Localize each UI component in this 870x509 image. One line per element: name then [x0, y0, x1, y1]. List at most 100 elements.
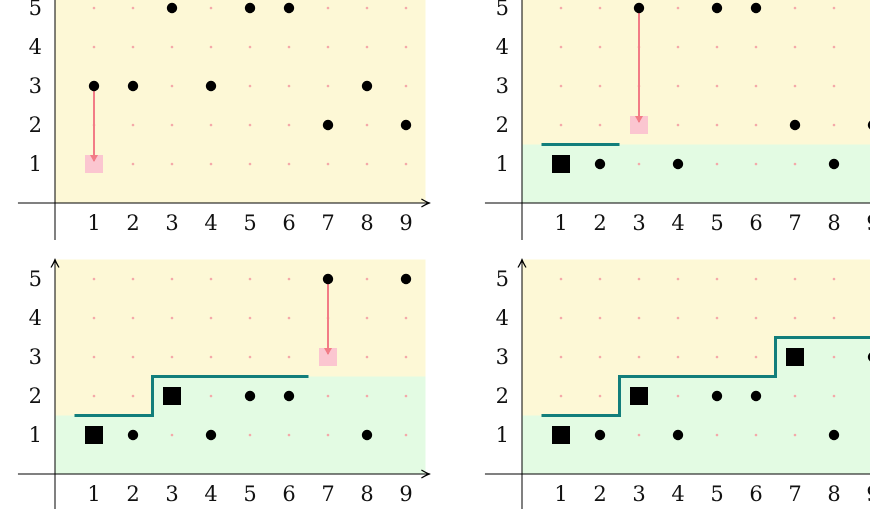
grid-dot — [676, 45, 680, 49]
upper-region — [55, 0, 426, 203]
grid-dot — [131, 394, 135, 398]
grid-dot — [131, 316, 135, 320]
y-tick-label: 2 — [496, 384, 509, 408]
grid-dot — [832, 6, 836, 10]
grid-dot — [131, 45, 135, 49]
x-tick-label: 1 — [554, 211, 567, 235]
target-square — [85, 155, 103, 173]
x-tick-label: 6 — [749, 211, 762, 235]
x-tick-label: 5 — [710, 211, 723, 235]
x-tick-label: 3 — [632, 482, 645, 506]
data-point — [400, 273, 412, 285]
grid-dot — [754, 433, 758, 437]
y-tick-label: 2 — [29, 113, 42, 137]
grid-dot — [209, 123, 213, 127]
grid-dot — [287, 355, 291, 359]
grid-dot — [170, 123, 174, 127]
data-point — [672, 158, 684, 170]
grid-dot — [287, 84, 291, 88]
grid-dot — [793, 433, 797, 437]
data-point — [322, 119, 334, 131]
grid-dot — [404, 162, 408, 166]
x-tick-label: 6 — [282, 482, 295, 506]
grid-dot — [287, 316, 291, 320]
grid-dot — [793, 84, 797, 88]
x-tick-label: 1 — [554, 482, 567, 506]
grid-dot — [832, 84, 836, 88]
grid-dot — [715, 162, 719, 166]
grid-dot — [637, 433, 641, 437]
grid-dot — [754, 355, 758, 359]
grid-dot — [793, 45, 797, 49]
x-tick-label: 2 — [126, 482, 139, 506]
grid-dot — [598, 394, 602, 398]
y-tick-label: 5 — [496, 0, 509, 20]
x-tick-label: 6 — [282, 211, 295, 235]
x-tick-label: 5 — [710, 482, 723, 506]
grid-dot — [92, 316, 96, 320]
grid-dot — [209, 45, 213, 49]
grid-dot — [287, 162, 291, 166]
grid-dot — [170, 162, 174, 166]
grid-dot — [92, 6, 96, 10]
diagram-panel-1: 1 2 3 4 5 6 7 8 9 1 2 3 4 5 — [17, 0, 429, 241]
x-tick-label: 7 — [788, 211, 801, 235]
data-point — [127, 80, 139, 92]
data-point — [361, 80, 373, 92]
x-tick-label: 2 — [126, 211, 139, 235]
data-point — [166, 2, 178, 14]
grid-dot — [559, 394, 563, 398]
grid-dot — [131, 123, 135, 127]
grid-dot — [248, 355, 252, 359]
y-tick-label: 2 — [496, 113, 509, 137]
x-tick-label: 2 — [593, 482, 606, 506]
x-tick-label: 5 — [243, 211, 256, 235]
data-point — [594, 429, 606, 441]
y-tick-label: 2 — [29, 384, 42, 408]
grid-dot — [170, 45, 174, 49]
grid-dot — [287, 45, 291, 49]
grid-dot — [170, 277, 174, 281]
data-point — [322, 273, 334, 285]
x-tick-label: 4 — [204, 211, 217, 235]
x-tick-label: 9 — [399, 482, 412, 506]
grid-dot — [793, 277, 797, 281]
grid-dot — [170, 84, 174, 88]
data-point — [594, 158, 606, 170]
data-point — [711, 2, 723, 14]
grid-dot — [832, 277, 836, 281]
x-tick-label: 3 — [632, 211, 645, 235]
grid-dot — [832, 123, 836, 127]
y-tick-label: 4 — [496, 306, 509, 330]
y-tick-label: 4 — [29, 35, 42, 59]
data-point — [400, 119, 412, 131]
data-point — [244, 390, 256, 402]
grid-dot — [754, 316, 758, 320]
x-tick-label: 2 — [593, 211, 606, 235]
grid-dot — [170, 316, 174, 320]
grid-dot — [832, 394, 836, 398]
grid-dot — [559, 355, 563, 359]
square-point — [552, 155, 570, 173]
grid-dot — [326, 6, 330, 10]
grid-dot — [754, 277, 758, 281]
square-point — [630, 387, 648, 405]
x-tick-label: 4 — [671, 482, 684, 506]
grid-dot — [715, 355, 719, 359]
grid-dot — [559, 84, 563, 88]
grid-dot — [365, 45, 369, 49]
data-point — [127, 429, 139, 441]
grid-dot — [715, 277, 719, 281]
y-tick-label: 1 — [496, 423, 509, 447]
x-tick-label: 7 — [321, 482, 334, 506]
grid-dot — [676, 123, 680, 127]
grid-dot — [637, 162, 641, 166]
grid-dot — [365, 355, 369, 359]
data-point — [789, 119, 801, 131]
square-point — [85, 426, 103, 444]
grid-dot — [92, 45, 96, 49]
grid-dot — [676, 316, 680, 320]
square-point — [786, 348, 804, 366]
data-point — [828, 429, 840, 441]
